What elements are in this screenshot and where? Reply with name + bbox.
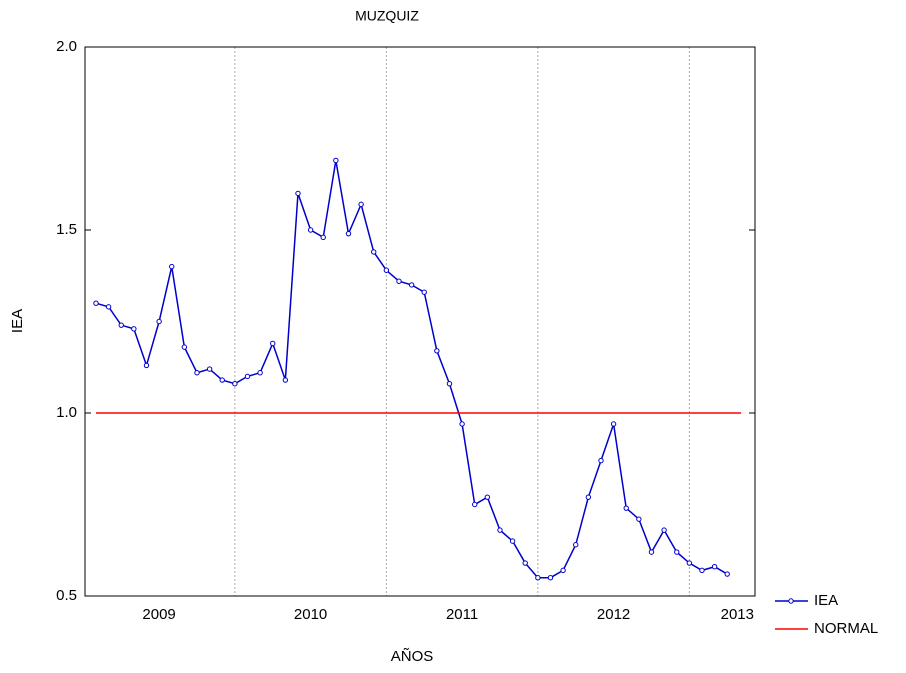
data-point	[143, 362, 150, 369]
data-point	[421, 289, 427, 295]
series-line	[95, 160, 728, 579]
data-point	[333, 157, 339, 164]
data-point	[270, 340, 276, 347]
data-point	[181, 344, 188, 350]
legend-label: IEA	[814, 592, 838, 609]
data-point	[244, 373, 251, 380]
plot-frame	[84, 46, 756, 597]
data-point	[345, 230, 352, 237]
data-point	[598, 457, 604, 464]
data-point	[610, 421, 617, 427]
x-tick-label: 2010	[294, 606, 327, 623]
data-point	[497, 527, 503, 533]
data-point	[408, 282, 415, 288]
data-point	[307, 227, 314, 233]
data-point	[522, 560, 528, 566]
data-point	[560, 567, 566, 574]
data-point	[661, 527, 667, 533]
data-point	[674, 549, 680, 555]
data-point	[699, 567, 705, 574]
data-point	[535, 575, 541, 581]
data-point	[573, 542, 579, 548]
data-point	[623, 505, 629, 511]
y-tick-label: 2.0	[56, 38, 77, 55]
data-point	[434, 348, 440, 354]
data-point	[648, 549, 655, 555]
x-tick-label: 2009	[142, 606, 175, 623]
data-point	[169, 263, 175, 270]
data-point	[371, 249, 377, 255]
legend-label: NORMAL	[814, 620, 878, 637]
data-point	[257, 370, 263, 376]
y-tick-label: 0.5	[56, 587, 77, 604]
data-point	[206, 366, 213, 372]
data-point	[396, 278, 402, 284]
data-point	[547, 575, 554, 581]
x-tick-label: 2011	[446, 606, 478, 623]
legend-marker	[788, 598, 794, 604]
chart-title: MUZQUIZ	[355, 8, 419, 24]
data-point	[282, 377, 289, 383]
data-point	[383, 267, 390, 273]
data-point	[509, 538, 516, 544]
data-point	[105, 304, 112, 310]
data-point	[585, 494, 592, 500]
data-point	[320, 234, 326, 241]
data-point	[194, 370, 200, 376]
data-point	[118, 322, 124, 328]
data-point	[711, 564, 718, 570]
y-axis-label: IEA	[9, 309, 26, 333]
x-axis-label: AÑOS	[391, 648, 434, 665]
x-tick-label: 2012	[597, 606, 630, 623]
y-tick-label: 1.5	[56, 221, 77, 238]
data-point	[472, 501, 478, 508]
data-point	[295, 190, 301, 197]
data-point	[459, 421, 465, 427]
data-point	[219, 377, 225, 383]
data-point	[232, 381, 238, 387]
data-point	[93, 300, 99, 306]
data-point	[131, 326, 137, 332]
data-point	[156, 318, 162, 325]
y-tick-label: 1.0	[56, 404, 77, 421]
data-point	[446, 381, 453, 387]
x-tick-label: 2013	[721, 606, 754, 623]
data-point	[484, 494, 491, 500]
data-point	[358, 201, 364, 208]
data-point	[686, 560, 693, 566]
data-point	[636, 516, 642, 522]
data-point	[724, 571, 730, 577]
